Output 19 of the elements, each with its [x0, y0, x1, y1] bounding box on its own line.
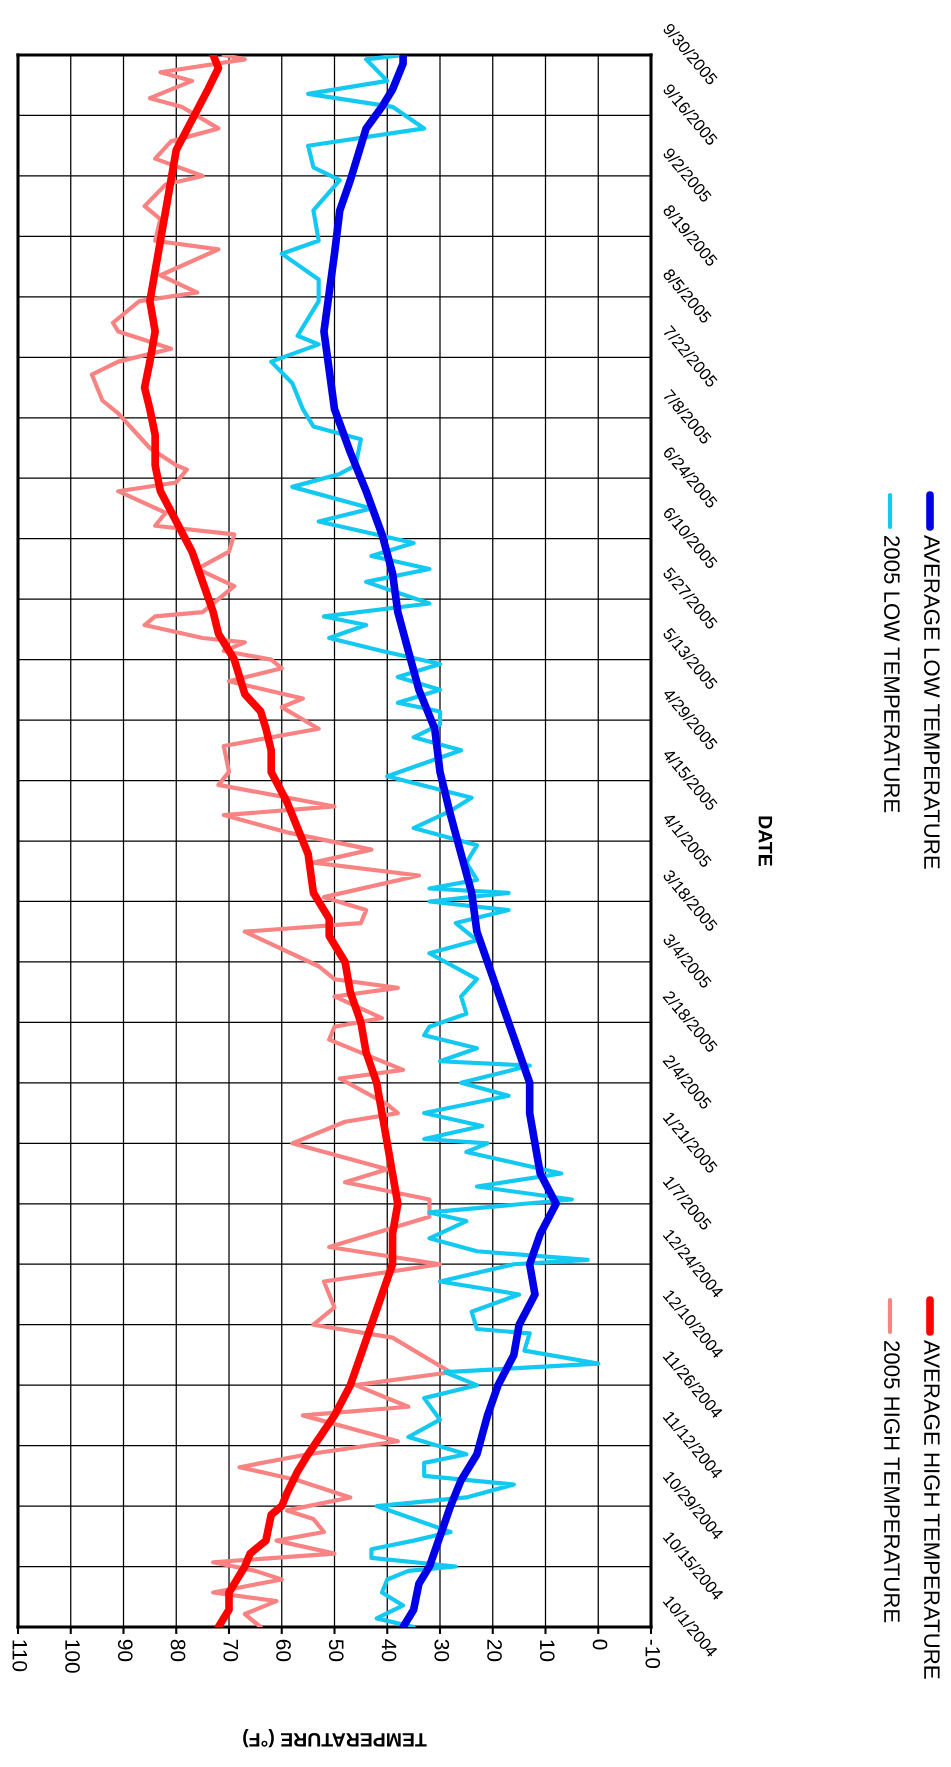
- legend-label: 2005 LOW TEMPERATURE: [884, 536, 900, 813]
- x-tick-label: 80: [170, 1639, 186, 1662]
- x-tick-label: 90: [117, 1639, 133, 1662]
- legend-label: 2005 HIGH TEMPERATURE: [884, 1341, 900, 1623]
- x-tick-label: 30: [434, 1639, 450, 1662]
- x-tick-label: 110: [12, 1640, 28, 1672]
- x-tick-label: 40: [381, 1639, 397, 1662]
- x-axis-title: TEMPERATURE (°F): [243, 1729, 427, 1748]
- x-tick-label: 70: [223, 1639, 239, 1662]
- legend-label: AVERAGE LOW TEMPERATURE: [924, 535, 940, 869]
- legend-label: AVERAGE HIGH TEMPERATURE: [924, 1340, 940, 1679]
- x-tick-label: 60: [276, 1639, 291, 1662]
- x-tick-label: 100: [65, 1640, 80, 1673]
- x-tick-label: 0: [592, 1639, 608, 1650]
- x-tick-label: 10: [539, 1640, 555, 1662]
- x-tick-label: 50: [328, 1639, 344, 1662]
- y-axis-title: DATE: [758, 816, 773, 866]
- x-tick-label: -10: [645, 1639, 661, 1669]
- x-tick-label: 20: [487, 1639, 502, 1662]
